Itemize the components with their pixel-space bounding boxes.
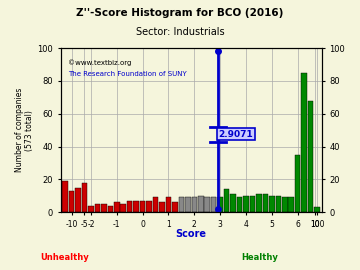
- Text: Unhealthy: Unhealthy: [40, 253, 89, 262]
- Bar: [204, 197, 210, 212]
- Bar: [179, 197, 184, 212]
- Bar: [159, 202, 165, 212]
- Bar: [82, 183, 87, 212]
- Bar: [211, 197, 216, 212]
- Bar: [75, 188, 81, 212]
- Bar: [224, 189, 229, 212]
- Bar: [295, 155, 301, 212]
- Bar: [250, 196, 255, 212]
- Bar: [140, 201, 145, 212]
- Text: 2.9071: 2.9071: [219, 130, 253, 139]
- Bar: [308, 101, 313, 212]
- Bar: [256, 194, 262, 212]
- Bar: [198, 196, 203, 212]
- Text: Sector: Industrials: Sector: Industrials: [136, 27, 224, 37]
- Bar: [275, 196, 281, 212]
- Text: Healthy: Healthy: [241, 253, 278, 262]
- Bar: [69, 191, 74, 212]
- Bar: [185, 197, 190, 212]
- Bar: [217, 197, 223, 212]
- Y-axis label: Number of companies
(573 total): Number of companies (573 total): [15, 88, 35, 172]
- Bar: [88, 205, 94, 212]
- Bar: [127, 201, 132, 212]
- Bar: [172, 202, 178, 212]
- Bar: [301, 73, 307, 212]
- Bar: [237, 197, 242, 212]
- Bar: [121, 204, 126, 212]
- Bar: [230, 194, 236, 212]
- Bar: [108, 205, 113, 212]
- Bar: [147, 201, 152, 212]
- Bar: [192, 197, 197, 212]
- Bar: [288, 197, 294, 212]
- Bar: [269, 196, 275, 212]
- Bar: [134, 201, 139, 212]
- Bar: [243, 196, 249, 212]
- Bar: [95, 204, 100, 212]
- Bar: [282, 197, 288, 212]
- Bar: [314, 207, 320, 212]
- X-axis label: Score: Score: [176, 229, 207, 239]
- Bar: [263, 194, 268, 212]
- Text: The Research Foundation of SUNY: The Research Foundation of SUNY: [68, 71, 187, 77]
- Text: Z''-Score Histogram for BCO (2016): Z''-Score Histogram for BCO (2016): [76, 8, 284, 18]
- Bar: [114, 202, 120, 212]
- Bar: [153, 197, 158, 212]
- Bar: [62, 181, 68, 212]
- Bar: [101, 204, 107, 212]
- Text: ©www.textbiz.org: ©www.textbiz.org: [68, 60, 132, 66]
- Bar: [166, 197, 171, 212]
